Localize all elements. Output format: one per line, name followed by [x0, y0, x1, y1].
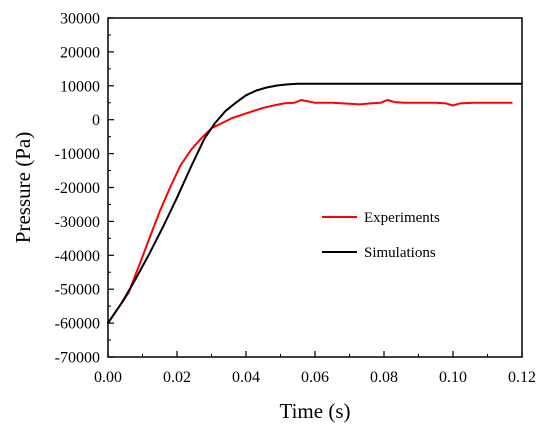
x-tick-label: 0.10 [439, 369, 467, 386]
y-axis-title: Pressure (Pa) [11, 132, 35, 243]
x-axis-title: Time (s) [280, 399, 351, 423]
x-tick-label: 0.02 [163, 369, 191, 386]
legend: Experiments Simulations [322, 210, 440, 261]
y-tick-label: -30000 [55, 214, 100, 231]
legend-label-experiments: Experiments [364, 210, 440, 226]
x-tick-label: 0.08 [370, 369, 398, 386]
y-tick-label: 20000 [60, 44, 100, 61]
x-tick-label: 0.12 [508, 369, 536, 386]
y-tick-label: -60000 [55, 316, 100, 333]
series-line-experiments [107, 99, 513, 325]
x-tick-label: 0.00 [94, 369, 122, 386]
y-tick-label: 0 [92, 112, 100, 129]
y-tick-label: -40000 [55, 248, 100, 265]
x-tick-label: 0.04 [232, 369, 260, 386]
series-line-simulations [107, 82, 523, 325]
y-tick-label: -20000 [55, 180, 100, 197]
legend-label-simulations: Simulations [364, 245, 436, 261]
x-tick-label: 0.06 [301, 369, 329, 386]
y-tick-label: -70000 [55, 350, 100, 367]
series-layer [107, 82, 523, 325]
y-tick-label: -50000 [55, 282, 100, 299]
y-tick-label: -10000 [55, 146, 100, 163]
y-tick-label: 10000 [60, 78, 100, 95]
ticks-layer: 0.00 0.02 0.04 0.06 0.08 0.10 0.12 30000 20000 10… [55, 11, 536, 387]
y-tick-label: 30000 [60, 11, 100, 28]
